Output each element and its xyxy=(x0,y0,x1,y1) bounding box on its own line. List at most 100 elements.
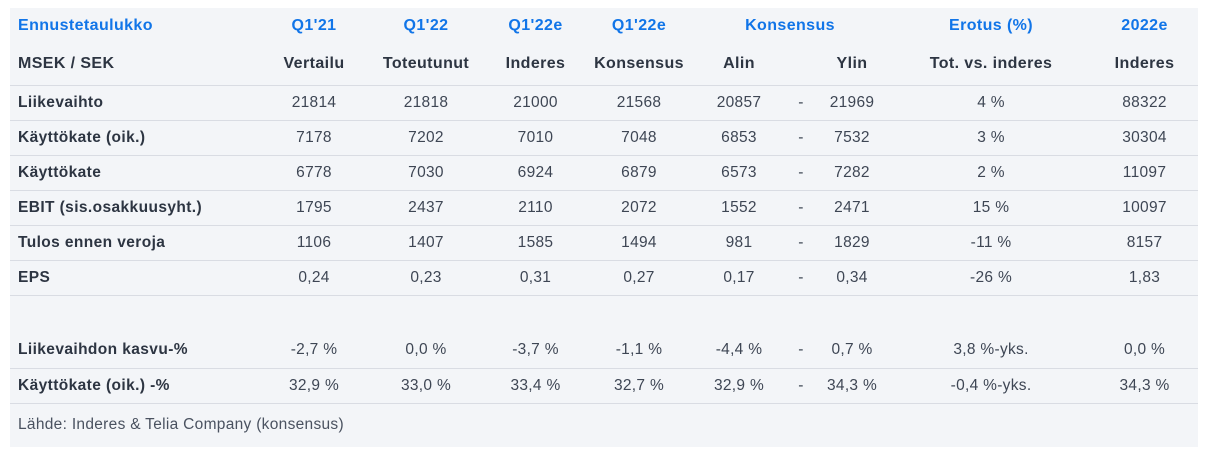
table-cell: 32,9 % xyxy=(689,367,789,403)
source-row: Lähde: Inderes & Telia Company (konsensu… xyxy=(10,402,1199,447)
table-cell: 21969 xyxy=(813,84,892,120)
table-cell: 32,7 % xyxy=(589,367,689,403)
table-cell: 21814 xyxy=(258,84,370,120)
subheader-alin: Alin xyxy=(723,54,755,72)
table-cell: 1829 xyxy=(813,224,892,260)
table-cell: 7010 xyxy=(482,119,589,155)
source-note: Lähde: Inderes & Telia Company (konsensu… xyxy=(10,402,1199,447)
row-label: EPS xyxy=(10,259,258,295)
table-cell: - xyxy=(789,259,813,295)
table-row: Käyttökate (oik.) 7178 7202 7010 7048 6853-75… xyxy=(10,119,1199,155)
table-cell: 88322 xyxy=(1091,84,1199,120)
table-cell: 21000 xyxy=(482,84,589,120)
table-cell xyxy=(482,294,589,332)
table-cell: 1795 xyxy=(258,189,370,225)
row-label: Liikevaihto xyxy=(10,84,258,120)
table-cell xyxy=(789,294,813,332)
table-cell xyxy=(891,294,1092,332)
table-row: EBIT (sis.osakkuusyht.) 1795 2437 2110 2072 1… xyxy=(10,189,1199,225)
table-cell xyxy=(589,294,689,332)
subheader-ylin: Ylin xyxy=(836,54,868,72)
table-cell: 1552 xyxy=(689,189,789,225)
row-label: Käyttökate xyxy=(10,154,258,190)
table-cell: 2110 xyxy=(482,189,589,225)
table-footer: Lähde: Inderes & Telia Company (konsensu… xyxy=(10,402,1199,447)
table-cell: 7048 xyxy=(589,119,689,155)
header-q1-22e-inderes: Q1'22e xyxy=(508,16,563,34)
row-label xyxy=(10,294,258,332)
table-cell: 33,4 % xyxy=(482,367,589,403)
table-cell: 1407 xyxy=(370,224,482,260)
header-row-periods: Ennustetaulukko Q1'21 Q1'22 Q1'22e Q1'22… xyxy=(10,8,1198,43)
table-cell: -1,1 % xyxy=(615,340,663,358)
table-cell: 2471 xyxy=(813,189,892,225)
table-cell: - xyxy=(789,224,813,260)
table-cell: 0,17 xyxy=(689,259,789,295)
subheader-inderes-2022: Inderes xyxy=(1114,54,1175,72)
table-cell: 3 % xyxy=(891,119,1092,155)
table-cell: - xyxy=(789,154,813,190)
table-cell: 10097 xyxy=(1091,189,1199,225)
table-header: Ennustetaulukko Q1'21 Q1'22 Q1'22e Q1'22… xyxy=(10,8,1198,85)
table-row: Käyttökate 6778 7030 6924 6879 6573-7282 2 % 11… xyxy=(10,154,1199,190)
table-cell xyxy=(370,294,482,332)
table-cell: 0,7 % xyxy=(831,340,873,358)
subheader-dash-spacer xyxy=(789,43,813,85)
table-cell: 2072 xyxy=(589,189,689,225)
subheader-toteutunut: Toteutunut xyxy=(382,54,470,72)
table-cell: 6573 xyxy=(689,154,789,190)
table-row: Tulos ennen veroja 1106 1407 1585 1494 981-18… xyxy=(10,224,1199,260)
header-2022e: 2022e xyxy=(1121,16,1168,34)
table-cell: 0,0 % xyxy=(405,340,447,358)
subheader-konsensus: Konsensus xyxy=(594,54,684,72)
table-cell: 3,8 %-yks. xyxy=(953,340,1029,358)
table-cell: 21818 xyxy=(370,84,482,120)
table-cell: 20857 xyxy=(689,84,789,120)
table-cell: -4,4 % xyxy=(715,340,763,358)
table-cell: 1585 xyxy=(482,224,589,260)
header-row-sublabels: MSEK / SEK Vertailu Toteutunut Inderes K… xyxy=(10,43,1198,85)
table-cell: 34,3 % xyxy=(1091,367,1199,403)
table-cell: 7202 xyxy=(370,119,482,155)
forecast-table-container: Ennustetaulukko Q1'21 Q1'22 Q1'22e Q1'22… xyxy=(10,8,1199,447)
header-erotus: Erotus (%) xyxy=(949,16,1034,34)
table-cell: 7282 xyxy=(813,154,892,190)
table-cell: - xyxy=(789,84,813,120)
table-cell: - xyxy=(789,119,813,155)
table-cell: - xyxy=(789,189,813,225)
table-cell: 6853 xyxy=(689,119,789,155)
table-cell: - xyxy=(798,340,804,358)
header-q1-22e-konsensus: Q1'22e xyxy=(611,16,667,34)
table-cell: 30304 xyxy=(1091,119,1199,155)
table-cell: 7532 xyxy=(813,119,892,155)
table-cell: - xyxy=(789,367,813,403)
table-cell: 6879 xyxy=(589,154,689,190)
table-cell xyxy=(689,294,789,332)
table-cell: 0,23 xyxy=(370,259,482,295)
table-row: Liikevaihto 21814 21818 21000 21568 20857-219… xyxy=(10,84,1199,120)
table-cell: 7030 xyxy=(370,154,482,190)
table-cell: 981 xyxy=(689,224,789,260)
table-cell: 2 % xyxy=(891,154,1092,190)
table-cell: 33,0 % xyxy=(370,367,482,403)
subheader-vertailu: Vertailu xyxy=(283,54,345,72)
table-cell xyxy=(1091,294,1199,332)
table-row: Liikevaihdon kasvu-% -2,7 % 0,0 % -3,7 % -1,… xyxy=(10,332,1198,368)
table-cell: 4 % xyxy=(891,84,1092,120)
table-cell: 0,0 % xyxy=(1123,340,1166,358)
table-row: Käyttökate (oik.) -% 32,9 % 33,0 % 33,4 % 32… xyxy=(10,367,1199,403)
table-cell: 32,9 % xyxy=(258,367,370,403)
table-cell: 15 % xyxy=(891,189,1092,225)
table-cell: 1494 xyxy=(589,224,689,260)
table-cell: 7178 xyxy=(258,119,370,155)
table-cell: -11 % xyxy=(891,224,1092,260)
row-label: Tulos ennen veroja xyxy=(10,224,258,260)
table-title: Ennustetaulukko xyxy=(18,16,153,34)
row-label: EBIT (sis.osakkuusyht.) xyxy=(10,189,258,225)
spacer-row xyxy=(10,294,1199,332)
table-cell: 6778 xyxy=(258,154,370,190)
table-cell: 34,3 % xyxy=(813,367,892,403)
table-cell: -3,7 % xyxy=(512,340,559,358)
table-cell xyxy=(258,294,370,332)
header-q1-21: Q1'21 xyxy=(291,16,337,34)
